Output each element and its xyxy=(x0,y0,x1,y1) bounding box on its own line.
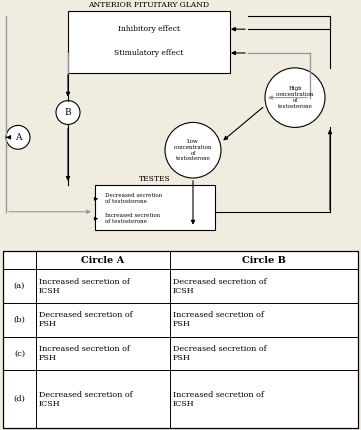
Text: (b): (b) xyxy=(14,316,25,324)
FancyBboxPatch shape xyxy=(3,252,358,428)
Text: (a): (a) xyxy=(14,282,25,290)
Text: Decreased secretion
of testosterone: Decreased secretion of testosterone xyxy=(105,194,162,204)
Text: A: A xyxy=(15,133,21,142)
Text: ANTERIOR PITUITARY GLAND: ANTERIOR PITUITARY GLAND xyxy=(88,1,210,9)
Text: Increased secretion of
FSH: Increased secretion of FSH xyxy=(173,311,264,329)
Text: Inhibitory effect: Inhibitory effect xyxy=(118,25,180,33)
Text: Decreased secretion of
ICSH: Decreased secretion of ICSH xyxy=(173,277,267,295)
Text: Increased secretion of
ICSH: Increased secretion of ICSH xyxy=(173,390,264,408)
Text: Increased secretion of
ICSH: Increased secretion of ICSH xyxy=(39,277,130,295)
Circle shape xyxy=(56,101,80,124)
Text: Decreased secretion of
FSH: Decreased secretion of FSH xyxy=(39,311,132,329)
Text: Decreased secretion of
FSH: Decreased secretion of FSH xyxy=(173,345,267,362)
Text: Low
concentration
of
testosterone: Low concentration of testosterone xyxy=(174,139,212,161)
Text: TESTES: TESTES xyxy=(139,175,171,183)
Text: B: B xyxy=(65,108,71,117)
Text: Increased secretion
of testosterone: Increased secretion of testosterone xyxy=(105,213,160,224)
Text: Circle B: Circle B xyxy=(242,256,286,265)
Text: Decreased secretion of
ICSH: Decreased secretion of ICSH xyxy=(39,390,132,408)
Text: (c): (c) xyxy=(14,350,25,358)
Circle shape xyxy=(265,68,325,127)
FancyBboxPatch shape xyxy=(68,11,230,73)
Text: High
concentration
of
testosterone: High concentration of testosterone xyxy=(276,86,314,109)
Text: Increased secretion of
FSH: Increased secretion of FSH xyxy=(39,345,130,362)
FancyBboxPatch shape xyxy=(95,185,215,230)
Text: Stimulatory effect: Stimulatory effect xyxy=(114,49,184,57)
Text: (d): (d) xyxy=(14,395,25,403)
Circle shape xyxy=(165,123,221,178)
Circle shape xyxy=(6,126,30,149)
Text: Circle A: Circle A xyxy=(81,256,125,265)
